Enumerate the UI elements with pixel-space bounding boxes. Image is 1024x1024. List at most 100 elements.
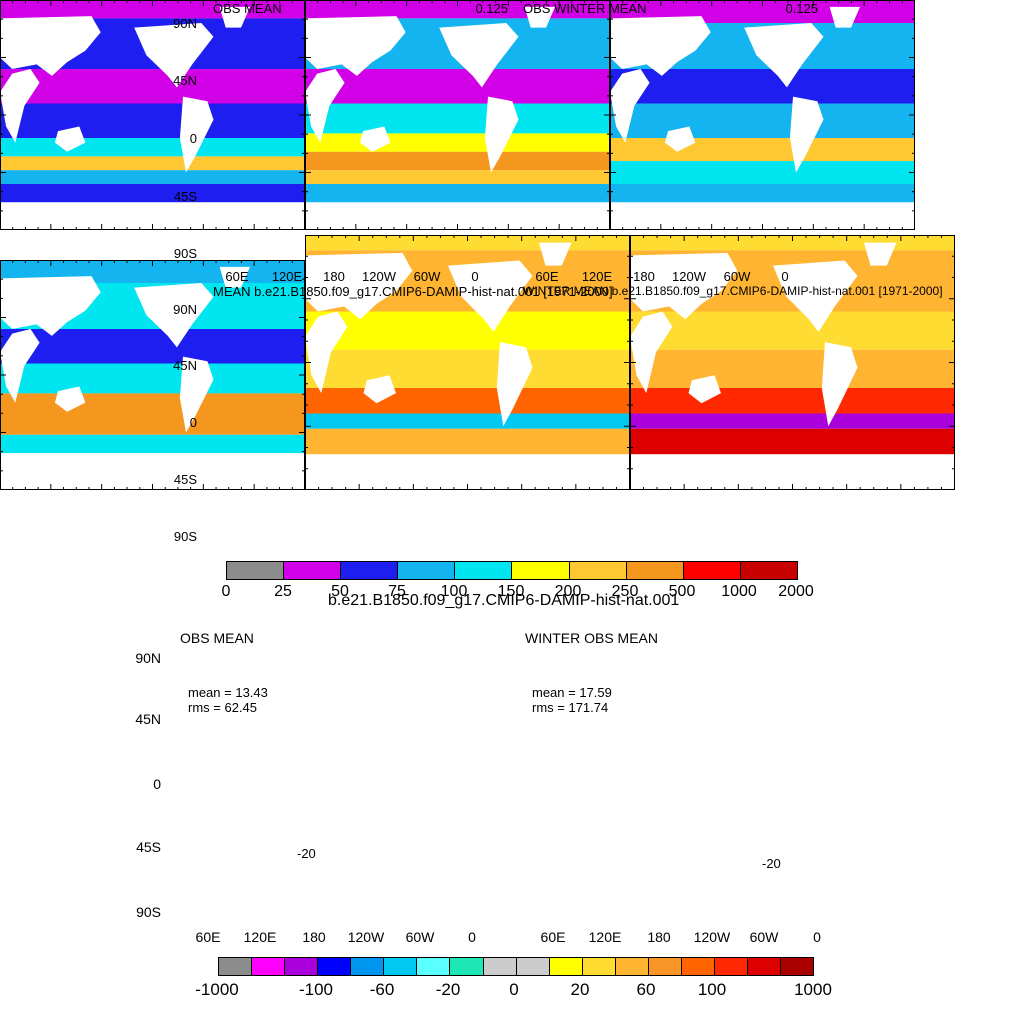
panel-title-bottom-winter-obs-mean: WINTER OBS MEAN xyxy=(525,630,659,646)
colorbar-label: -60 xyxy=(369,980,395,999)
bottom-colorbar-swatch xyxy=(483,958,517,975)
lon-label: 180 xyxy=(633,269,655,284)
lon-label: 180 xyxy=(647,929,671,945)
bottom-colorbar-swatch xyxy=(781,958,814,975)
panel-value-obs-winter-mean: 0.125 xyxy=(785,1,818,16)
lon-label: 120E xyxy=(243,929,277,945)
panel-title-obs-winter-mean: OBS WINTER MEAN xyxy=(523,1,647,16)
lon-label: 120W xyxy=(347,929,385,945)
bottom-colorbar-swatch xyxy=(516,958,550,975)
top-colorbar-swatch xyxy=(740,562,797,579)
bottom-colorbar-swatch xyxy=(318,958,352,975)
top-colorbar-swatch xyxy=(227,562,285,579)
top-colorbar-swatch xyxy=(398,562,456,579)
top-colorbar-swatch xyxy=(569,562,627,579)
map-obs-mean xyxy=(0,0,306,231)
lat-label: 45S xyxy=(173,472,197,487)
lat-label: 0 xyxy=(153,776,161,792)
bottom-colorbar xyxy=(218,957,814,976)
contour-label: -20 xyxy=(762,856,781,871)
contour-label: -20 xyxy=(297,846,316,861)
map-model-winter-mean xyxy=(0,259,306,491)
top-colorbar-swatch xyxy=(455,562,513,579)
stat-rms: rms = 171.74 xyxy=(532,700,609,715)
lon-label: 180 xyxy=(302,929,326,945)
map-model-mean xyxy=(609,0,916,231)
lat-label: 45S xyxy=(173,189,197,204)
lat-label: 90S xyxy=(136,904,161,920)
panel-title-model-winter-mean: WINTER MEAN b.e21.B1850.f09_g17.CMIP6-DA… xyxy=(523,284,943,298)
colorbar-label: 200 xyxy=(554,583,582,600)
lon-label: 60E xyxy=(535,269,559,284)
lon-label: 60W xyxy=(405,929,435,945)
bottom-colorbar-swatch xyxy=(714,958,748,975)
panel-title-obs-mean: OBS MEAN xyxy=(213,1,282,16)
bottom-colorbar-swatch xyxy=(615,958,649,975)
lon-label: 120W xyxy=(672,269,706,284)
bottom-colorbar-swatch xyxy=(681,958,715,975)
bottom-colorbar-swatch xyxy=(219,958,253,975)
lat-label: 45N xyxy=(173,358,197,373)
colorbar-label: -100 xyxy=(298,980,334,999)
colorbar-label: 1000 xyxy=(794,980,832,999)
colorbar-label: 150 xyxy=(497,583,525,600)
colorbar-label: 1000 xyxy=(721,583,757,600)
colorbar-label: 500 xyxy=(668,583,696,600)
colorbar-label: 25 xyxy=(274,583,292,600)
lon-label: 0 xyxy=(468,929,476,945)
bottom-colorbar-swatch xyxy=(417,958,451,975)
bottom-colorbar-swatch xyxy=(384,958,418,975)
lat-label: 45S xyxy=(136,839,161,855)
colorbar-label: 100 xyxy=(697,980,727,999)
lon-label: 120E xyxy=(581,269,613,284)
colorbar-label: 0 xyxy=(509,980,519,999)
colorbar-label: 50 xyxy=(331,583,349,600)
colorbar-label: -1000 xyxy=(195,980,239,999)
bottom-colorbar-swatch xyxy=(648,958,682,975)
lon-label: 180 xyxy=(323,269,345,284)
stat-mean: mean = 13.43 xyxy=(188,685,268,700)
bottom-colorbar-swatch xyxy=(285,958,319,975)
lat-label: 90S xyxy=(173,529,197,544)
lon-label: 60E xyxy=(225,269,249,284)
lat-label: 45N xyxy=(173,73,197,88)
top-colorbar xyxy=(226,561,798,580)
lat-label: 90N xyxy=(173,302,197,317)
colorbar-label: 60 xyxy=(636,980,656,999)
bottom-colorbar-swatch xyxy=(582,958,616,975)
bottom-colorbar-swatch xyxy=(748,958,782,975)
panel-title-model-mean: MEAN b.e21.B1850.f09_g17.CMIP6-DAMIP-his… xyxy=(213,284,613,299)
stat-mean: mean = 17.59 xyxy=(532,685,612,700)
bottom-colorbar-swatch xyxy=(549,958,583,975)
lat-label: 90N xyxy=(135,650,161,666)
lon-label: 120E xyxy=(271,269,303,284)
colorbar-label: 100 xyxy=(440,583,468,600)
lat-label: 45N xyxy=(135,711,161,727)
lon-label: 120E xyxy=(588,929,622,945)
lon-label: 120W xyxy=(362,269,396,284)
lon-label: 60E xyxy=(540,929,566,945)
bottom-colorbar-swatch xyxy=(450,958,484,975)
lon-label: 60E xyxy=(195,929,221,945)
top-colorbar-swatch xyxy=(512,562,570,579)
lat-label: 90S xyxy=(173,246,197,261)
lon-label: 60W xyxy=(749,929,779,945)
colorbar-label: -20 xyxy=(435,980,461,999)
bottom-colorbar-swatch xyxy=(252,958,286,975)
lon-label: 0 xyxy=(813,929,821,945)
map-obs-winter-mean xyxy=(304,0,611,231)
lat-label: 0 xyxy=(189,131,197,146)
map-bottom-winter-obs-mean xyxy=(629,234,956,491)
panel-title-bottom-obs-mean: OBS MEAN xyxy=(180,630,254,646)
lon-label: 120W xyxy=(693,929,731,945)
colorbar-label: 20 xyxy=(570,980,590,999)
lat-label: 90N xyxy=(173,16,197,31)
colorbar-label: 75 xyxy=(388,583,406,600)
lat-label: 0 xyxy=(189,415,197,430)
colorbar-label: 250 xyxy=(611,583,639,600)
top-colorbar-swatch xyxy=(341,562,399,579)
lon-label: 60W xyxy=(723,269,751,284)
lon-label: 0 xyxy=(781,269,789,284)
lon-label: 60W xyxy=(413,269,441,284)
bottom-colorbar-swatch xyxy=(351,958,385,975)
